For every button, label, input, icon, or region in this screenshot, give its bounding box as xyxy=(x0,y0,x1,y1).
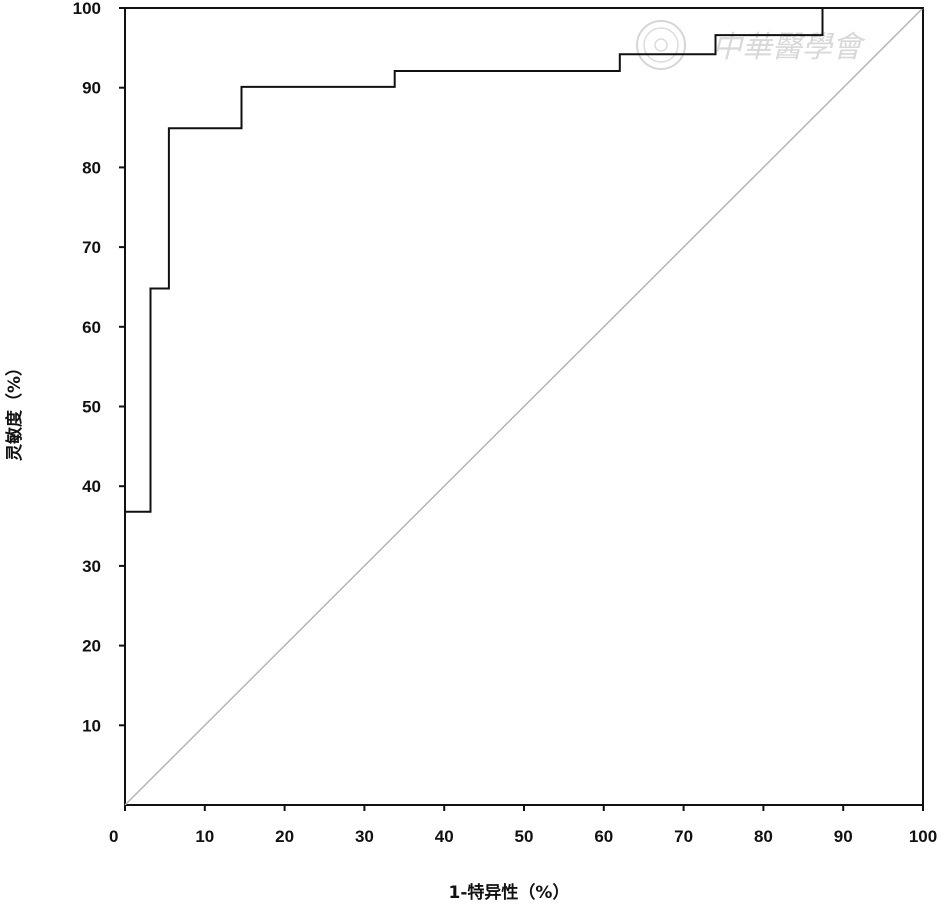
x-tick-label: 30 xyxy=(355,827,374,846)
series-layer xyxy=(125,7,923,513)
x-tick-label: 0 xyxy=(109,827,118,846)
seal-icon xyxy=(636,20,686,70)
x-tick-label: 80 xyxy=(754,827,773,846)
y-axis-title: 灵敏度（%） xyxy=(4,359,25,461)
watermark: 中華醫學會 xyxy=(636,20,866,70)
x-tick-label: 10 xyxy=(195,827,214,846)
reference-line-layer xyxy=(124,7,924,806)
x-tick-label: 60 xyxy=(594,827,613,846)
y-tick-label: 20 xyxy=(82,637,101,656)
y-tick-label: 80 xyxy=(82,158,101,177)
y-tick-label: 10 xyxy=(82,716,101,735)
x-tick-label: 70 xyxy=(674,827,693,846)
roc-curve xyxy=(125,7,923,513)
y-tick-label: 30 xyxy=(82,557,101,576)
x-tick-label: 90 xyxy=(834,827,853,846)
x-tick-label: 100 xyxy=(909,827,937,846)
y-tick-label: 90 xyxy=(82,79,101,98)
y-tick-label: 60 xyxy=(82,318,101,337)
x-tick-label: 50 xyxy=(515,827,534,846)
y-tick-label: 40 xyxy=(82,477,101,496)
reference-diagonal-line xyxy=(124,7,924,806)
x-tick-label: 20 xyxy=(275,827,294,846)
plot-area xyxy=(124,7,924,806)
y-axis-ticks: 10 20 30 40 50 60 70 80 90 100 xyxy=(73,0,125,735)
y-tick-label: 50 xyxy=(82,398,101,417)
x-axis-title: 1-特异性（%） xyxy=(449,882,570,903)
y-tick-label: 100 xyxy=(73,0,101,18)
y-tick-label: 70 xyxy=(82,238,101,257)
x-axis-ticks: 0 10 20 30 40 50 60 70 80 90 100 xyxy=(109,805,937,846)
x-tick-label: 40 xyxy=(435,827,454,846)
